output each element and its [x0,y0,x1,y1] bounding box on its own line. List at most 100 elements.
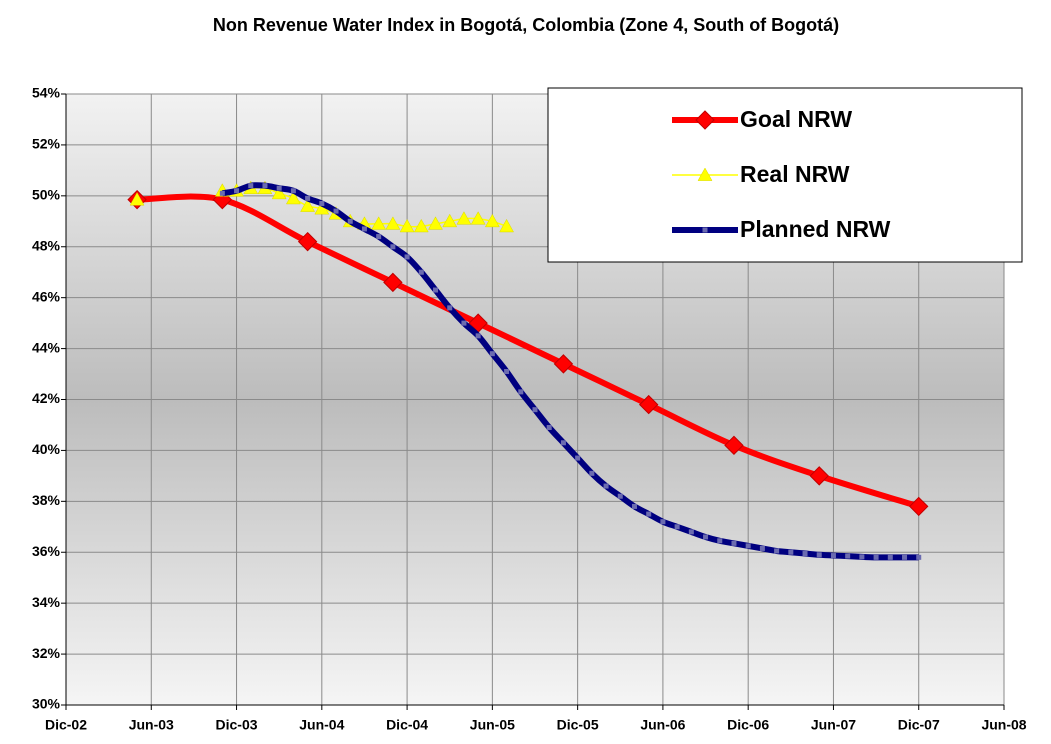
marker [428,216,443,230]
marker [276,185,282,191]
marker [909,496,929,517]
marker [916,554,922,560]
x-tick-label: Jun-06 [640,717,685,733]
marker [461,320,467,326]
y-tick-label: 50% [32,187,61,203]
marker [631,503,637,509]
marker [702,227,708,233]
marker [504,368,510,374]
marker [902,554,908,560]
y-tick-label: 40% [32,441,61,457]
y-tick-label: 46% [32,288,61,304]
marker [731,540,737,546]
y-tick-label: 34% [32,594,61,610]
marker [484,213,500,228]
marker [575,455,581,461]
marker [447,305,453,311]
marker [759,545,765,551]
y-tick-label: 44% [32,339,61,355]
marker [404,254,410,260]
marker [617,493,623,499]
marker [802,551,808,557]
marker [560,440,566,446]
marker [300,198,316,212]
marker [489,351,495,357]
marker [413,218,429,233]
marker [285,190,301,205]
marker [262,183,268,189]
marker [470,211,486,225]
legend-label: Real NRW [740,161,850,187]
y-tick-label: 30% [32,696,61,712]
marker [248,183,254,189]
legend-box [547,87,1023,263]
x-tick-label: Jun-04 [299,717,344,733]
marker [433,287,439,293]
marker [788,549,794,555]
marker [809,466,829,486]
marker [385,216,401,230]
marker [546,425,552,431]
marker [347,218,353,224]
x-tick-label: Dic-04 [386,717,428,733]
marker [305,195,311,201]
marker [532,407,538,413]
marker [638,394,659,415]
marker [887,554,893,560]
marker [717,538,723,544]
x-tick-label: Jun-08 [981,717,1026,733]
marker [383,272,403,293]
x-tick-label: Dic-05 [557,717,599,733]
x-tick-label: Jun-05 [470,717,515,733]
marker [475,333,481,339]
marker [376,234,382,240]
y-tick-label: 32% [32,645,61,661]
x-tick-label: Dic-03 [216,717,258,733]
marker [219,190,225,196]
marker [418,269,424,275]
marker [371,216,387,230]
marker [859,554,865,560]
marker [603,483,609,489]
marker [361,226,367,232]
y-tick-label: 42% [32,390,61,406]
marker [697,167,713,181]
x-tick-label: Jun-07 [811,717,856,733]
marker [845,553,851,559]
marker [553,354,574,374]
marker [695,110,715,130]
x-tick-label: Jun-03 [129,717,174,733]
legend-label: Planned NRW [740,216,891,242]
x-tick-label: Dic-07 [898,717,940,733]
marker [745,543,751,549]
marker [724,435,744,456]
marker [674,524,680,530]
marker [688,529,694,535]
marker [290,188,296,194]
marker [297,231,318,252]
marker [442,213,458,228]
y-tick-label: 38% [32,492,61,508]
marker [816,552,822,558]
marker [660,519,666,525]
chart-title: Non Revenue Water Index in Bogotá, Colom… [212,15,840,35]
marker [589,470,595,476]
y-tick-label: 54% [32,85,61,101]
marker [333,208,339,214]
x-tick-label: Dic-02 [45,717,87,733]
marker [456,211,472,225]
legend-label: Goal NRW [740,106,852,132]
marker [499,218,515,233]
y-tick-label: 48% [32,237,61,253]
y-tick-label: 52% [32,136,61,152]
marker [518,389,524,395]
marker [774,548,780,554]
marker [390,244,396,250]
marker [703,534,709,540]
marker [234,188,240,194]
y-tick-label: 36% [32,543,61,559]
marker [319,200,325,206]
marker [129,192,145,206]
